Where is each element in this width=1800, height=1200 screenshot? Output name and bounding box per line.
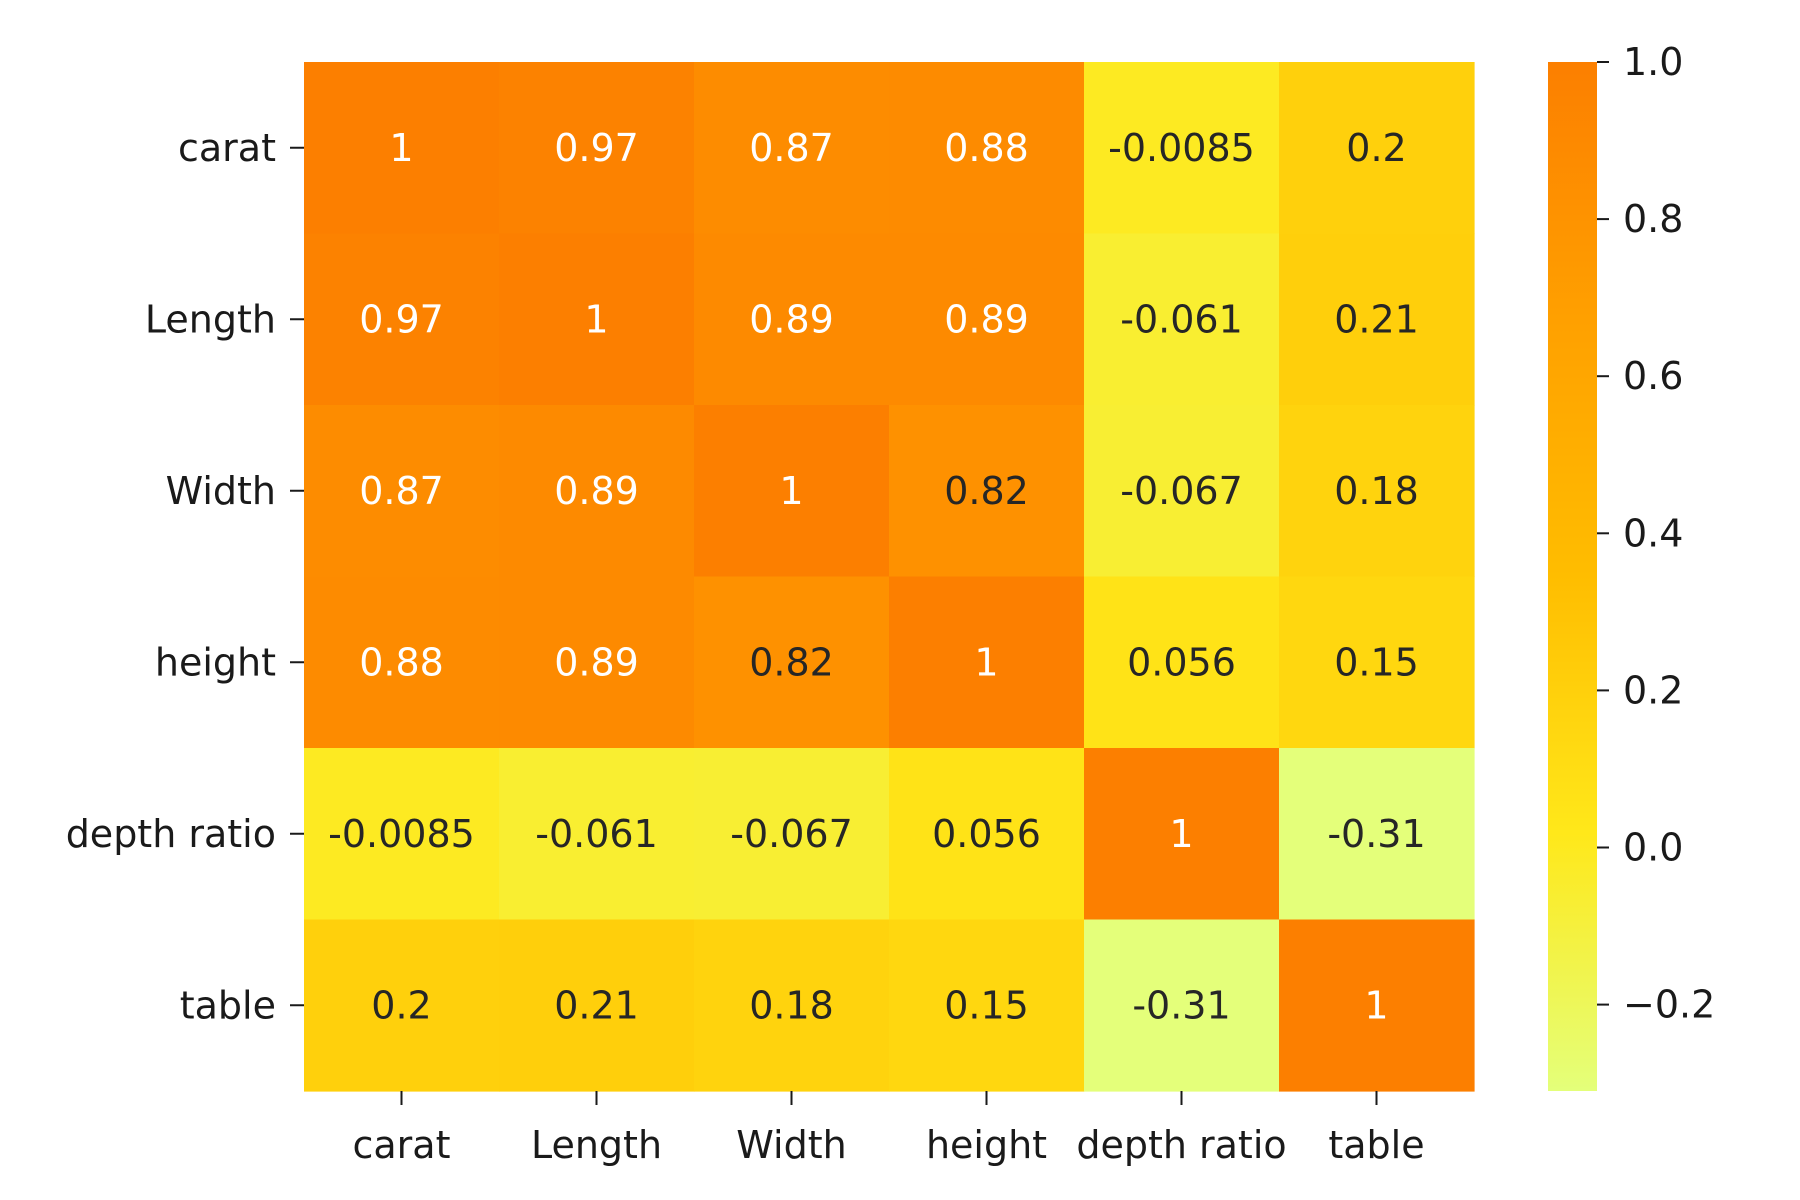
cell-annotation: 0.2 — [371, 983, 431, 1027]
y-tick-label: Length — [145, 297, 276, 341]
cell-annotation: -0.067 — [1120, 469, 1243, 513]
cell-annotation: 1 — [1169, 812, 1193, 856]
cell-annotation: 0.056 — [932, 812, 1041, 856]
heatmap-cell-carat-carat — [304, 62, 500, 235]
x-tick-label: carat — [353, 1123, 451, 1167]
cell-annotation: 0.15 — [944, 983, 1029, 1027]
y-tick-label: carat — [178, 126, 276, 170]
heatmap-cell-depth-ratio-table — [1279, 748, 1475, 921]
cell-annotation: 0.89 — [554, 469, 639, 513]
heatmap-cell-table-width — [694, 919, 890, 1092]
heatmap-cell-length-width — [694, 233, 890, 406]
heatmap-cell-length-depth-ratio — [1084, 233, 1280, 406]
cell-annotation: 0.056 — [1127, 640, 1236, 684]
heatmap-cell-height-carat — [304, 576, 500, 749]
heatmap-cell-length-table — [1279, 233, 1475, 406]
heatmap-cell-carat-length — [499, 62, 695, 235]
heatmap-cells — [304, 62, 1475, 1092]
heatmap-cell-carat-depth-ratio — [1084, 62, 1280, 235]
cell-annotation: -0.0085 — [1108, 126, 1255, 170]
heatmap-cell-depth-ratio-carat — [304, 748, 500, 921]
colorbar-gradient — [1548, 62, 1597, 1091]
cell-annotation: 0.89 — [749, 297, 834, 341]
heatmap-cell-table-depth-ratio — [1084, 919, 1280, 1092]
cell-annotation: 1 — [779, 469, 803, 513]
heatmap-cell-depth-ratio-length — [499, 748, 695, 921]
cell-annotation: 0.21 — [554, 983, 639, 1027]
cell-annotation: 0.15 — [1334, 640, 1419, 684]
heatmap-cell-table-height — [889, 919, 1085, 1092]
heatmap-cell-width-carat — [304, 405, 500, 578]
cell-annotation: 0.18 — [749, 983, 834, 1027]
colorbar-tick-label: 0.6 — [1623, 354, 1683, 398]
cell-annotation: 0.87 — [359, 469, 444, 513]
cell-annotation: 0.82 — [749, 640, 834, 684]
cell-annotation: 1 — [1364, 983, 1388, 1027]
heatmap-cell-length-length — [499, 233, 695, 406]
heatmap-cell-height-height — [889, 576, 1085, 749]
cell-annotation: 0.2 — [1346, 126, 1406, 170]
heatmap-cell-depth-ratio-depth-ratio — [1084, 748, 1280, 921]
heatmap-cell-length-height — [889, 233, 1085, 406]
heatmap-annotations: 1 0.97 0.87 0.88 -0.0085 0.2 0.97 1 0.89 0.89 -0.0… — [328, 126, 1426, 1028]
cell-annotation: -0.31 — [1132, 983, 1230, 1027]
colorbar-tick-label: 0.0 — [1623, 825, 1683, 869]
heatmap-cell-width-depth-ratio — [1084, 405, 1280, 578]
y-tick-label: table — [180, 983, 276, 1027]
cell-annotation: 1 — [389, 126, 413, 170]
cell-annotation: 0.89 — [944, 297, 1029, 341]
heatmap-cell-width-length — [499, 405, 695, 578]
colorbar-tick-label: 0.4 — [1623, 511, 1683, 555]
cell-annotation: 0.89 — [554, 640, 639, 684]
y-tick-label: Width — [166, 469, 276, 513]
cell-annotation: 0.82 — [944, 469, 1029, 513]
heatmap-cell-height-depth-ratio — [1084, 576, 1280, 749]
heatmap-cell-depth-ratio-width — [694, 748, 890, 921]
cell-annotation: 0.87 — [749, 126, 834, 170]
heatmap-cell-carat-height — [889, 62, 1085, 235]
heatmap-cell-carat-width — [694, 62, 890, 235]
y-tick-label: depth ratio — [66, 812, 276, 856]
heatmap-cell-height-length — [499, 576, 695, 749]
cell-annotation: 0.88 — [944, 126, 1029, 170]
cell-annotation: 0.21 — [1334, 297, 1419, 341]
heatmap-cell-width-width — [694, 405, 890, 578]
cell-annotation: 1 — [584, 297, 608, 341]
y-axis: carat Length Width height depth ratio table — [66, 126, 304, 1027]
colorbar-tick-label: 0.8 — [1623, 197, 1683, 241]
colorbar-tick-label: 0.2 — [1623, 668, 1683, 712]
cell-annotation: 1 — [974, 640, 998, 684]
cell-annotation: 0.97 — [554, 126, 639, 170]
x-tick-label: Width — [736, 1123, 846, 1167]
x-tick-label: Length — [531, 1123, 662, 1167]
cell-annotation: -0.0085 — [328, 812, 475, 856]
cell-annotation: -0.067 — [730, 812, 853, 856]
heatmap-cell-carat-table — [1279, 62, 1475, 235]
x-axis: carat Length Width height depth ratio table — [353, 1091, 1425, 1167]
x-tick-label: height — [926, 1123, 1047, 1167]
heatmap-cell-width-table — [1279, 405, 1475, 578]
cell-annotation: -0.061 — [1120, 297, 1243, 341]
cell-annotation: -0.061 — [535, 812, 658, 856]
cell-annotation: 0.88 — [359, 640, 444, 684]
heatmap-cell-table-length — [499, 919, 695, 1092]
heatmap-cell-table-table — [1279, 919, 1475, 1092]
colorbar-tick-label: −0.2 — [1623, 983, 1715, 1027]
y-tick-label: height — [155, 640, 276, 684]
x-tick-label: table — [1328, 1123, 1424, 1167]
colorbar: 1.0 0.8 0.6 0.4 0.2 0.0 −0.2 — [1548, 40, 1715, 1091]
heatmap-cell-depth-ratio-height — [889, 748, 1085, 921]
heatmap-cell-length-carat — [304, 233, 500, 406]
colorbar-tick-label: 1.0 — [1623, 40, 1683, 84]
cell-annotation: 0.97 — [359, 297, 444, 341]
heatmap-cell-table-carat — [304, 919, 500, 1092]
heatmap-cell-height-table — [1279, 576, 1475, 749]
cell-annotation: 0.18 — [1334, 469, 1419, 513]
heatmap-cell-height-width — [694, 576, 890, 749]
cell-annotation: -0.31 — [1327, 812, 1425, 856]
heatmap-cell-width-height — [889, 405, 1085, 578]
x-tick-label: depth ratio — [1076, 1123, 1286, 1167]
